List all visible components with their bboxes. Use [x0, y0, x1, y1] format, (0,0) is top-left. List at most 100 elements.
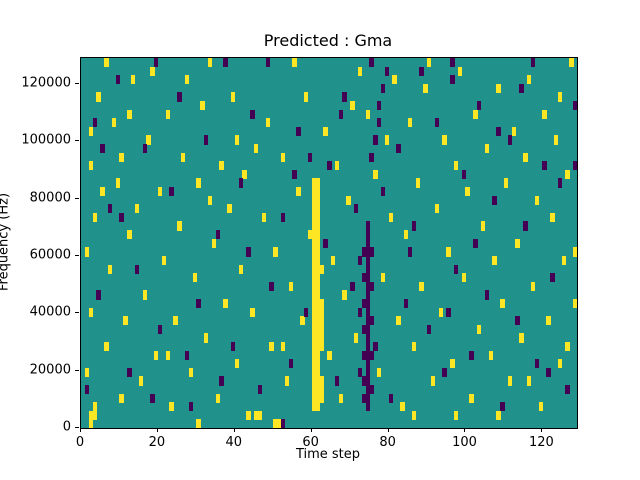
- heatmap-cell: [315, 350, 320, 360]
- heatmap-cell: [319, 333, 324, 343]
- heatmap-cell: [207, 195, 213, 205]
- heatmap-cell: [250, 109, 255, 119]
- heatmap-cell: [403, 298, 409, 309]
- heatmap-cell: [100, 144, 105, 154]
- heatmap-cell: [284, 376, 290, 386]
- heatmap-cell: [369, 247, 374, 257]
- heatmap-cell: [150, 66, 155, 76]
- heatmap-cell: [315, 230, 320, 240]
- heatmap-cell: [300, 316, 305, 326]
- heatmap-cell: [311, 273, 317, 283]
- heatmap-cell: [88, 410, 94, 420]
- heatmap-cell: [357, 66, 363, 76]
- heatmap-cell: [365, 350, 370, 360]
- heatmap-cell: [365, 393, 370, 403]
- heatmap-cell: [92, 402, 97, 412]
- heatmap-cell: [507, 376, 513, 386]
- heatmap-cell: [296, 187, 301, 197]
- heatmap-cell: [315, 204, 320, 214]
- heatmap-cell: [492, 255, 497, 266]
- x-axis-label: Time step: [295, 447, 361, 462]
- heatmap-cell: [515, 316, 520, 326]
- heatmap-cell: [377, 118, 382, 128]
- heatmap-cell: [115, 178, 121, 188]
- y-tick-label: 120000: [21, 75, 71, 91]
- heatmap-cell: [565, 169, 570, 180]
- heatmap-cell: [211, 238, 217, 248]
- heatmap-cell: [311, 195, 317, 205]
- heatmap-cell: [557, 92, 563, 102]
- heatmap-cell: [215, 230, 220, 240]
- heatmap-cell: [338, 393, 344, 403]
- heatmap-cell: [246, 247, 251, 257]
- heatmap-cell: [434, 204, 440, 214]
- heatmap-cell: [419, 281, 424, 291]
- heatmap-cell: [427, 58, 432, 68]
- heatmap-cell: [557, 359, 563, 369]
- heatmap-cell: [377, 101, 382, 111]
- heatmap-cell: [315, 359, 320, 369]
- heatmap-cell: [373, 341, 378, 352]
- heatmap-cell: [173, 316, 178, 326]
- heatmap-cell: [323, 238, 328, 248]
- heatmap-cell: [319, 264, 324, 274]
- heatmap-cell: [88, 419, 94, 428]
- heatmap-cell: [269, 281, 274, 291]
- heatmap-cell: [315, 402, 320, 412]
- heatmap-cell: [296, 126, 301, 137]
- heatmap-cell: [365, 298, 370, 309]
- heatmap-cell: [500, 298, 505, 309]
- heatmap-cell: [384, 66, 390, 76]
- heatmap-cell: [496, 83, 501, 94]
- heatmap-cell: [361, 393, 367, 403]
- heatmap-cell: [350, 281, 355, 291]
- heatmap-cell: [496, 410, 501, 420]
- heatmap-cell: [315, 384, 320, 395]
- heatmap-cell: [157, 324, 163, 334]
- heatmap-cell: [377, 367, 382, 377]
- heatmap-cell: [273, 419, 278, 428]
- heatmap-cell: [361, 273, 367, 283]
- heatmap-cell: [288, 359, 294, 369]
- heatmap-cell: [542, 161, 547, 171]
- heatmap-cell: [196, 419, 201, 428]
- heatmap-cell: [396, 316, 401, 326]
- heatmap-cell: [280, 152, 286, 162]
- heatmap-cell: [542, 109, 547, 119]
- heatmap-cell: [538, 402, 543, 412]
- heatmap-cell: [573, 161, 577, 171]
- heatmap-cell: [553, 135, 559, 145]
- heatmap-cell: [469, 393, 474, 403]
- heatmap-cell: [342, 92, 347, 102]
- heatmap-cell: [96, 92, 101, 102]
- heatmap-cell: [115, 75, 121, 85]
- heatmap-cell: [373, 169, 378, 180]
- heatmap-cell: [503, 178, 509, 188]
- heatmap-cell: [177, 221, 182, 231]
- heatmap-cell: [534, 359, 540, 369]
- heatmap-cell: [230, 92, 236, 102]
- heatmap-cell: [319, 341, 324, 352]
- heatmap-cell: [142, 144, 147, 154]
- heatmap-cell: [161, 255, 167, 266]
- heatmap-cell: [380, 187, 386, 197]
- heatmap-cell: [350, 101, 355, 111]
- heatmap-cell: [357, 255, 363, 266]
- heatmap-cell: [334, 161, 340, 171]
- heatmap-cell: [388, 212, 394, 223]
- heatmap-cell: [84, 247, 90, 257]
- heatmap-cell: [119, 393, 124, 403]
- heatmap-cell: [169, 187, 174, 197]
- heatmap-cell: [104, 58, 109, 68]
- heatmap-cell: [246, 410, 251, 420]
- heatmap-cell: [365, 341, 370, 352]
- heatmap-cell: [319, 324, 324, 334]
- heatmap-cell: [315, 290, 320, 300]
- heatmap-cell: [461, 169, 467, 180]
- heatmap-cell: [319, 298, 324, 309]
- heatmap-cell: [353, 204, 359, 214]
- heatmap-cell: [369, 58, 374, 68]
- heatmap-cell: [484, 290, 490, 300]
- heatmap-cell: [461, 273, 467, 283]
